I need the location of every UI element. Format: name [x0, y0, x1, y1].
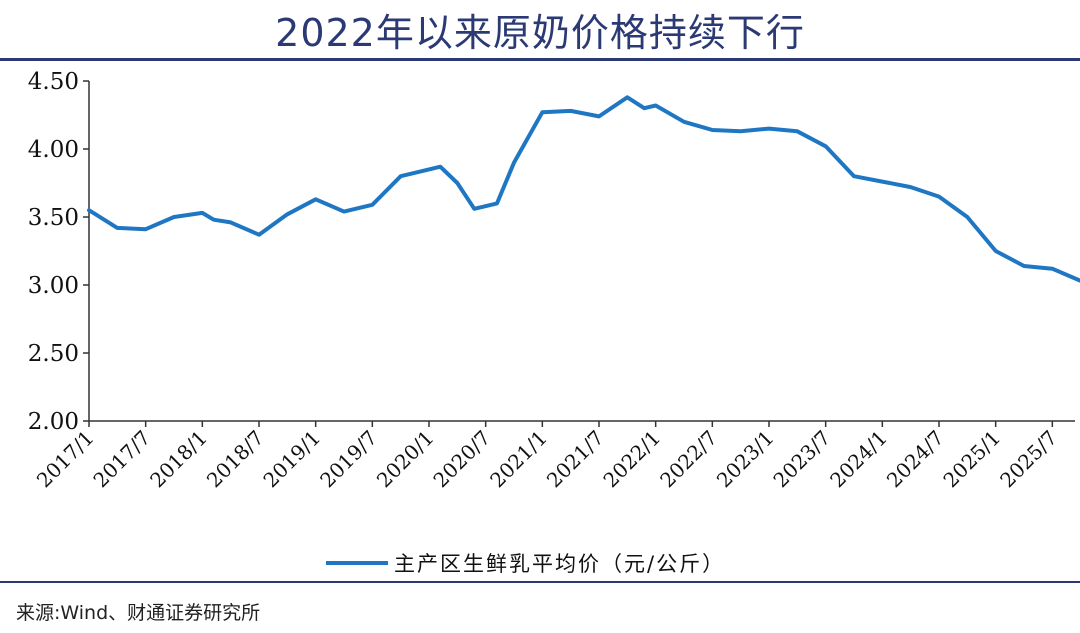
- chart-title: 2022年以来原奶价格持续下行: [275, 11, 805, 55]
- x-axis-ticks: 2017/12017/72018/12018/72019/12019/72020…: [32, 421, 1062, 492]
- x-tick-label: 2018/1: [145, 426, 212, 493]
- x-tick-label: 2017/1: [32, 426, 99, 493]
- y-tick-label: 3.00: [28, 273, 79, 299]
- footer-rule: [0, 581, 1080, 583]
- chart-axes: [88, 81, 1075, 422]
- y-axis-ticks: 4.50 4.00 3.50 3.00 2.50 2.00: [28, 69, 89, 435]
- x-tick-label: 2022/1: [598, 426, 665, 493]
- y-tick-label: 2.50: [28, 341, 79, 367]
- x-tick-label: 2024/1: [825, 426, 892, 493]
- series-line: [87, 95, 1080, 283]
- x-tick-label: 2018/7: [202, 426, 269, 493]
- series-group: [87, 95, 1080, 283]
- x-tick-label: 2019/1: [258, 426, 325, 493]
- source-note: 来源:Wind、财通证券研究所: [16, 602, 261, 624]
- x-tick-label: 2019/7: [315, 426, 382, 493]
- legend: 主产区生鲜乳平均价（元/公斤）: [326, 552, 725, 576]
- x-tick-label: 2021/1: [485, 426, 552, 493]
- x-tick-label: 2020/7: [428, 426, 495, 493]
- x-tick-label: 2021/7: [542, 426, 609, 493]
- x-tick-label: 2023/7: [768, 426, 835, 493]
- y-tick-label: 4.50: [28, 69, 79, 95]
- title-rule: [0, 58, 1080, 61]
- x-tick-label: 2025/1: [938, 426, 1005, 493]
- y-tick-label: 4.00: [28, 137, 79, 163]
- x-tick-label: 2025/7: [995, 426, 1062, 493]
- x-tick-label: 2022/7: [655, 426, 722, 493]
- legend-label: 主产区生鲜乳平均价（元/公斤）: [394, 552, 725, 576]
- x-tick-label: 2023/1: [712, 426, 779, 493]
- x-tick-label: 2020/1: [372, 426, 439, 493]
- x-tick-label: 2024/7: [882, 426, 949, 493]
- x-tick-label: 2017/7: [88, 426, 155, 493]
- y-tick-label: 3.50: [28, 205, 79, 231]
- y-tick-label: 2.00: [28, 409, 79, 435]
